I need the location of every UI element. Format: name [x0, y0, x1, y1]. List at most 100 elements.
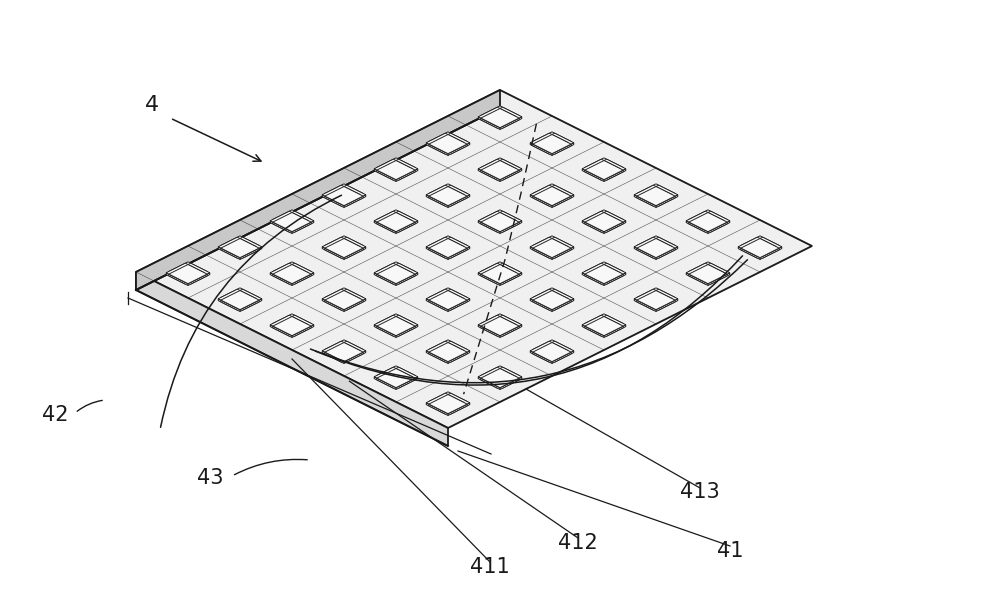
Polygon shape: [481, 158, 519, 177]
Polygon shape: [533, 290, 571, 309]
Polygon shape: [429, 187, 467, 206]
Polygon shape: [656, 246, 675, 257]
Polygon shape: [377, 160, 415, 180]
Polygon shape: [585, 274, 604, 286]
Polygon shape: [503, 221, 522, 232]
Polygon shape: [377, 366, 415, 385]
Polygon shape: [637, 196, 656, 208]
Polygon shape: [341, 247, 360, 258]
Polygon shape: [399, 273, 418, 284]
Polygon shape: [322, 237, 360, 256]
Polygon shape: [451, 403, 470, 414]
Polygon shape: [533, 132, 571, 151]
Polygon shape: [497, 169, 516, 180]
Polygon shape: [533, 238, 571, 258]
Polygon shape: [604, 326, 623, 338]
Polygon shape: [328, 289, 366, 308]
Polygon shape: [426, 185, 464, 204]
Polygon shape: [136, 90, 812, 428]
Polygon shape: [270, 211, 308, 230]
Polygon shape: [481, 378, 500, 389]
Polygon shape: [481, 106, 519, 125]
Polygon shape: [429, 300, 448, 311]
Polygon shape: [169, 274, 188, 286]
Polygon shape: [637, 187, 675, 206]
Polygon shape: [322, 289, 360, 308]
Polygon shape: [582, 221, 601, 232]
Polygon shape: [503, 377, 522, 388]
Polygon shape: [530, 133, 568, 152]
Polygon shape: [429, 246, 448, 257]
Polygon shape: [689, 219, 708, 231]
Polygon shape: [601, 325, 620, 336]
Polygon shape: [549, 195, 568, 206]
Polygon shape: [500, 222, 519, 233]
Polygon shape: [552, 297, 571, 309]
Polygon shape: [328, 299, 347, 310]
Polygon shape: [429, 392, 467, 411]
Polygon shape: [328, 341, 366, 360]
Polygon shape: [585, 271, 604, 283]
Polygon shape: [240, 300, 259, 311]
Polygon shape: [478, 117, 497, 128]
Polygon shape: [374, 169, 393, 180]
Polygon shape: [377, 262, 415, 281]
Polygon shape: [582, 273, 601, 284]
Polygon shape: [429, 395, 467, 414]
Polygon shape: [637, 288, 675, 307]
Polygon shape: [429, 238, 467, 258]
Polygon shape: [711, 273, 730, 284]
Polygon shape: [325, 288, 363, 307]
Polygon shape: [549, 351, 568, 362]
Polygon shape: [757, 247, 776, 258]
Polygon shape: [377, 212, 415, 231]
Polygon shape: [276, 221, 295, 232]
Polygon shape: [426, 341, 464, 360]
Polygon shape: [322, 299, 341, 310]
Polygon shape: [640, 289, 678, 308]
Polygon shape: [451, 299, 470, 310]
Polygon shape: [585, 314, 623, 333]
Polygon shape: [380, 315, 418, 334]
Polygon shape: [377, 316, 415, 336]
Polygon shape: [481, 314, 519, 333]
Polygon shape: [500, 170, 519, 182]
Polygon shape: [741, 246, 760, 257]
Polygon shape: [549, 299, 568, 310]
Text: 43: 43: [197, 468, 223, 488]
Polygon shape: [536, 341, 574, 360]
Polygon shape: [640, 195, 659, 206]
Polygon shape: [741, 238, 779, 258]
Polygon shape: [653, 299, 672, 310]
Polygon shape: [481, 366, 519, 385]
Polygon shape: [429, 141, 448, 153]
Polygon shape: [604, 274, 623, 286]
Polygon shape: [478, 315, 516, 334]
Polygon shape: [530, 341, 568, 360]
Polygon shape: [429, 340, 467, 359]
Polygon shape: [585, 219, 604, 231]
Polygon shape: [448, 141, 467, 153]
Polygon shape: [582, 315, 620, 334]
Polygon shape: [689, 265, 727, 284]
Polygon shape: [448, 300, 467, 311]
Polygon shape: [481, 118, 500, 130]
Polygon shape: [604, 222, 623, 233]
Polygon shape: [325, 246, 344, 257]
Polygon shape: [221, 300, 240, 311]
Polygon shape: [166, 273, 185, 284]
Polygon shape: [481, 109, 519, 128]
Polygon shape: [692, 273, 711, 284]
Polygon shape: [429, 402, 448, 413]
Polygon shape: [530, 351, 549, 362]
Polygon shape: [533, 340, 571, 359]
Polygon shape: [555, 142, 574, 154]
Polygon shape: [634, 237, 672, 256]
Polygon shape: [478, 221, 497, 232]
Polygon shape: [325, 238, 363, 258]
Polygon shape: [188, 274, 207, 286]
Polygon shape: [481, 271, 500, 283]
Polygon shape: [221, 297, 240, 309]
Polygon shape: [497, 377, 516, 388]
Polygon shape: [640, 185, 678, 204]
